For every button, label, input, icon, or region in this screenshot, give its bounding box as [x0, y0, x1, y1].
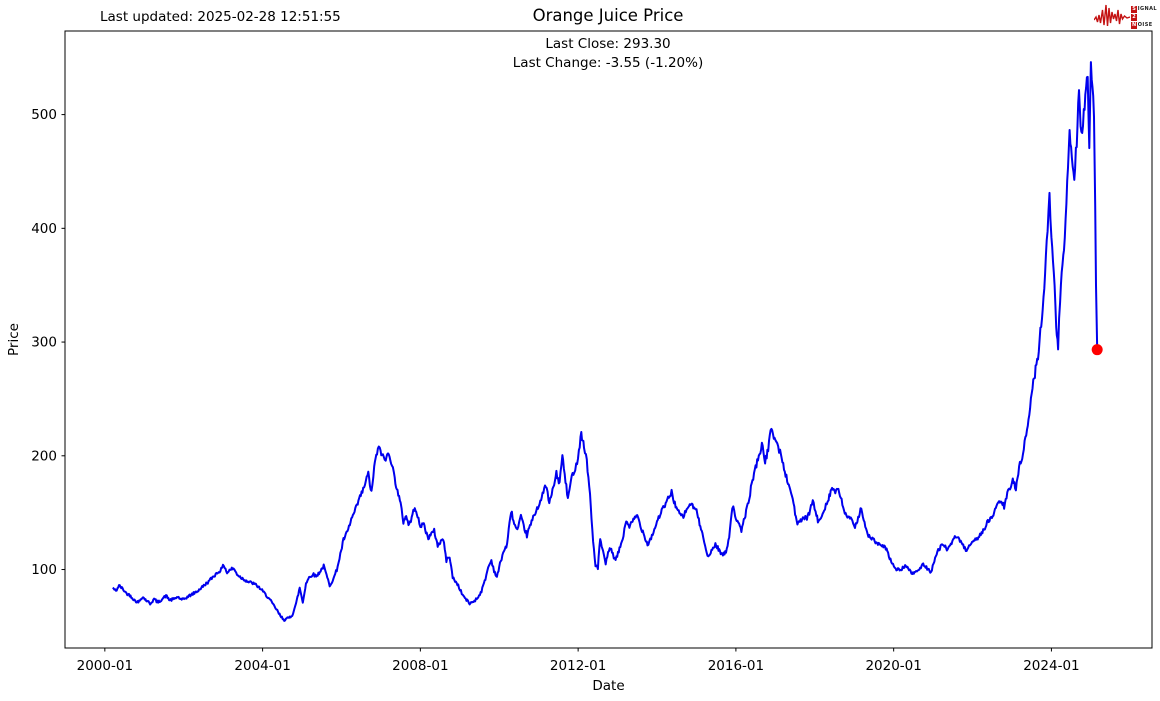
x-tick-label: 2004-01	[234, 658, 290, 674]
last-close-line: Last Close: 293.30	[545, 36, 671, 52]
last-updated-text: Last updated: 2025-02-28 12:51:55	[100, 9, 341, 25]
waveform-icon	[1093, 2, 1131, 33]
x-tick-label: 2008-01	[392, 658, 448, 674]
y-tick-label: 400	[31, 221, 57, 237]
y-tick-label: 100	[31, 562, 57, 578]
last-change-line: Last Change: -3.55 (-1.20%)	[512, 55, 704, 71]
x-axis-label: Date	[592, 678, 624, 694]
tick-marks	[61, 114, 1052, 652]
last-close-annotation: Last Close: 293.30 Last Change: -3.55 (-…	[513, 35, 703, 73]
x-tick-label: 2016-01	[708, 658, 764, 674]
logo-letter-s: S	[1130, 6, 1138, 13]
logo-word-noise: OISE	[1137, 22, 1153, 28]
last-close-marker	[1091, 344, 1103, 356]
y-tick-label: 300	[31, 335, 57, 351]
price-line-series	[112, 61, 1099, 622]
y-tick-label: 200	[31, 448, 57, 464]
logo-letter-n: N	[1130, 22, 1138, 29]
page-title: Orange Juice Price	[532, 6, 684, 25]
x-tick-label: 2020-01	[865, 658, 921, 674]
logo-text: S IGNAL 2 N OISE	[1130, 6, 1157, 29]
signal2noise-logo: S IGNAL 2 N OISE	[1093, 2, 1157, 33]
tick-labels: 100 200 300 400 500 2000-01 2004-01 2008-01 2012…	[31, 107, 1079, 674]
axes-frame	[64, 30, 1153, 649]
x-tick-label: 2012-01	[550, 658, 606, 674]
y-tick-label: 500	[31, 107, 57, 123]
x-tick-label: 2000-01	[77, 658, 133, 674]
x-tick-label: 2024-01	[1023, 658, 1079, 674]
y-axis-label: Price	[6, 323, 22, 356]
logo-word-signal: IGNAL	[1137, 6, 1157, 12]
logo-letter-2: 2	[1130, 14, 1138, 21]
